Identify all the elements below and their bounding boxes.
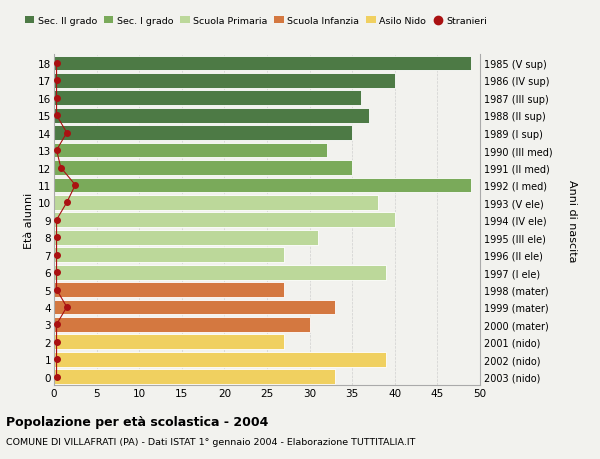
Bar	[54, 265, 386, 280]
Bar	[54, 196, 378, 210]
Bar	[54, 300, 335, 315]
Bar	[54, 74, 395, 89]
Bar	[54, 56, 472, 71]
Bar	[54, 369, 335, 384]
Y-axis label: Anni di nascita: Anni di nascita	[566, 179, 577, 262]
Text: COMUNE DI VILLAFRATI (PA) - Dati ISTAT 1° gennaio 2004 - Elaborazione TUTTITALIA: COMUNE DI VILLAFRATI (PA) - Dati ISTAT 1…	[6, 437, 415, 446]
Bar	[54, 248, 284, 263]
Bar	[54, 317, 310, 332]
Bar	[54, 213, 395, 228]
Bar	[54, 352, 386, 367]
Bar	[54, 230, 318, 245]
Bar	[54, 178, 472, 193]
Bar	[54, 161, 352, 175]
Bar	[54, 282, 284, 297]
Bar	[54, 109, 369, 123]
Legend: Sec. II grado, Sec. I grado, Scuola Primaria, Scuola Infanzia, Asilo Nido, Stran: Sec. II grado, Sec. I grado, Scuola Prim…	[25, 17, 487, 26]
Text: Popolazione per età scolastica - 2004: Popolazione per età scolastica - 2004	[6, 415, 268, 428]
Bar	[54, 143, 326, 158]
Y-axis label: Età alunni: Età alunni	[24, 192, 34, 248]
Bar	[54, 91, 361, 106]
Bar	[54, 126, 352, 141]
Bar	[54, 335, 284, 349]
